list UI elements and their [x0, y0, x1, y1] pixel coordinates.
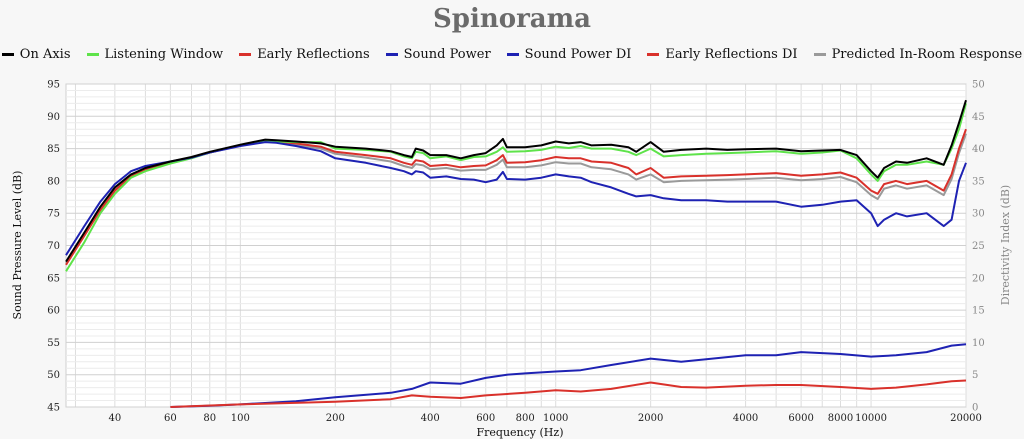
y-axis-title: Sound Pressure Level (dB) — [11, 171, 24, 320]
x-tick-label: 10000 — [855, 413, 887, 424]
x-tick-label: 400 — [421, 413, 440, 424]
series-line-sound-power-di[interactable] — [170, 343, 967, 408]
x-tick-label: 1000 — [543, 413, 568, 424]
y2-tick-label: 50 — [972, 80, 985, 91]
legend-item-predicted-in-room-response[interactable]: Predicted In-Room Response — [813, 47, 1023, 62]
legend-swatch — [385, 53, 398, 56]
legend-label: Sound Power DI — [524, 47, 632, 62]
y-tick-label: 70 — [47, 241, 60, 252]
y-tick-label: 75 — [47, 209, 60, 220]
x-tick-label: 200 — [326, 413, 345, 424]
x-tick-label: 100 — [231, 413, 250, 424]
chart-legend[interactable]: On Axis Listening Window Early Reflections… — [0, 47, 1024, 62]
legend-item-on-axis[interactable]: On Axis — [1, 47, 71, 62]
legend-swatch — [506, 53, 519, 56]
legend-swatch — [1, 53, 14, 56]
y-tick-label: 80 — [47, 176, 60, 187]
y-tick-label: 65 — [47, 273, 60, 284]
legend-item-sound-power[interactable]: Sound Power — [385, 47, 491, 62]
legend-swatch — [239, 53, 252, 56]
y-tick-label: 95 — [47, 80, 60, 91]
legend-item-sound-power-di[interactable]: Sound Power DI — [506, 47, 632, 62]
y2-tick-label: 30 — [972, 209, 985, 220]
y-tick-label: 90 — [47, 112, 60, 123]
legend-label: Early Reflections DI — [665, 47, 798, 62]
y2-tick-label: 25 — [972, 241, 985, 252]
series-line-sound-power[interactable] — [65, 141, 967, 256]
y2-tick-label: 0 — [972, 403, 978, 414]
y-tick-label: 55 — [47, 338, 60, 349]
chart-title: Spinorama — [433, 4, 591, 34]
y2-tick-label: 15 — [972, 306, 985, 317]
x-tick-label: 4000 — [733, 413, 758, 424]
x-tick-label: 60 — [164, 413, 177, 424]
legend-label: Predicted In-Room Response — [831, 47, 1023, 62]
series-line-on-axis[interactable] — [65, 99, 967, 263]
legend-item-early-reflections-di[interactable]: Early Reflections DI — [647, 47, 798, 62]
x-tick-label: 2000 — [638, 413, 663, 424]
series-line-early-reflections-di[interactable] — [170, 379, 967, 408]
y-tick-label: 85 — [47, 144, 60, 155]
x-tick-label: 8000 — [828, 413, 853, 424]
legend-item-early-reflections[interactable]: Early Reflections — [239, 47, 370, 62]
y2-tick-label: 35 — [972, 176, 985, 187]
x-tick-label: 80 — [203, 413, 216, 424]
legend-label: Sound Power — [403, 47, 491, 62]
x-tick-label: 600 — [476, 413, 495, 424]
x-tick-label: 20000 — [950, 413, 982, 424]
legend-label: Early Reflections — [257, 47, 370, 62]
legend-label: Listening Window — [104, 47, 224, 62]
legend-item-listening-window[interactable]: Listening Window — [86, 47, 224, 62]
y2-tick-label: 45 — [972, 112, 985, 123]
legend-swatch — [86, 53, 99, 56]
y-tick-label: 50 — [47, 370, 60, 381]
y2-tick-label: 10 — [972, 338, 985, 349]
grid-lines — [65, 83, 967, 408]
x-tick-label: 6000 — [788, 413, 813, 424]
x-axis-title: Frequency (Hz) — [477, 426, 564, 439]
legend-swatch — [813, 53, 826, 56]
y2-tick-label: 20 — [972, 273, 985, 284]
y2-tick-label: 40 — [972, 144, 985, 155]
y2-tick-label: 5 — [972, 370, 978, 381]
y-tick-label: 60 — [47, 306, 60, 317]
y2-axis-title: Directivity Index (dB) — [999, 185, 1012, 305]
axis-ticks: 45 50 55 60 65 70 75 80 85 90 95 0 5 10 15 20 25 30 35 40 45… — [47, 80, 984, 425]
legend-swatch — [647, 53, 660, 56]
series-lines — [65, 99, 967, 408]
y-tick-label: 45 — [47, 403, 60, 414]
legend-label: On Axis — [19, 47, 71, 62]
x-tick-label: 800 — [516, 413, 535, 424]
x-tick-label: 40 — [108, 413, 121, 424]
